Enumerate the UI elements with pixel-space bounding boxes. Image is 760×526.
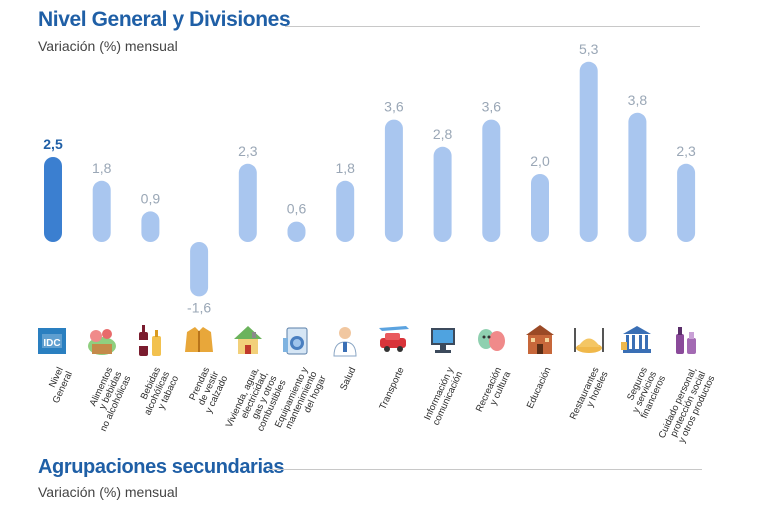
vehicles-icon [376, 322, 412, 358]
jacket-icon [181, 322, 217, 358]
bar-value-label-5: 0,6 [287, 201, 307, 217]
dish-cutlery-icon [571, 322, 607, 358]
bar-4 [238, 163, 257, 242]
bar-value-label-1: 1,8 [92, 160, 112, 176]
bar-1 [92, 180, 111, 242]
house-icon [230, 322, 266, 358]
bar-7 [384, 119, 403, 242]
bar-value-label-13: 2,3 [676, 143, 696, 159]
indec-logo-icon: IDC [35, 322, 71, 358]
school-icon [522, 322, 558, 358]
food-basket-icon [84, 322, 120, 358]
bar-11 [579, 61, 598, 242]
bar-value-label-7: 3,6 [384, 99, 404, 115]
section-title: Agrupaciones secundarias [38, 456, 285, 478]
bar-0 [44, 157, 62, 242]
bar-6 [336, 180, 355, 242]
bar-10 [531, 174, 549, 242]
bar-13 [677, 163, 696, 242]
doctor-icon [327, 322, 363, 358]
bar-5 [287, 221, 306, 242]
bar-chart: 2,5 1,8 0,9 -1,6 2,3 0,6 1,8 3,6 2,8 3,6 2,0 5,3 3,8… [43, 41, 696, 316]
bottles-icon [132, 322, 168, 358]
bar-value-label-3: -1,6 [187, 299, 211, 315]
bar-value-label-11: 5,3 [579, 41, 599, 57]
bar-value-label-9: 3,6 [482, 99, 502, 115]
washing-machine-icon [279, 322, 315, 358]
bar-value-label-2: 0,9 [141, 190, 161, 206]
bar-3 [190, 242, 209, 297]
section-subtitle: Variación (%) mensual [38, 484, 178, 500]
bar-12 [628, 112, 647, 242]
chart-subtitle: Variación (%) mensual [38, 38, 178, 54]
computer-icon [425, 322, 461, 358]
bar-value-label-10: 2,0 [530, 153, 550, 169]
svg-text:IDC: IDC [43, 338, 60, 349]
bar-9 [482, 119, 501, 242]
section-divider [268, 469, 702, 470]
personal-care-icon [668, 322, 704, 358]
bar-value-label-4: 2,3 [238, 143, 258, 159]
bar-value-label-8: 2,8 [433, 126, 453, 142]
bar-value-label-0: 2,5 [43, 136, 63, 152]
bar-value-label-12: 3,8 [628, 92, 648, 108]
theater-masks-icon [473, 322, 509, 358]
chart-title: Nivel General y Divisiones [38, 8, 291, 31]
title-divider [285, 26, 700, 27]
bar-value-label-6: 1,8 [335, 160, 355, 176]
bar-8 [433, 146, 452, 242]
bar-2 [141, 211, 160, 242]
bank-icon [619, 322, 655, 358]
